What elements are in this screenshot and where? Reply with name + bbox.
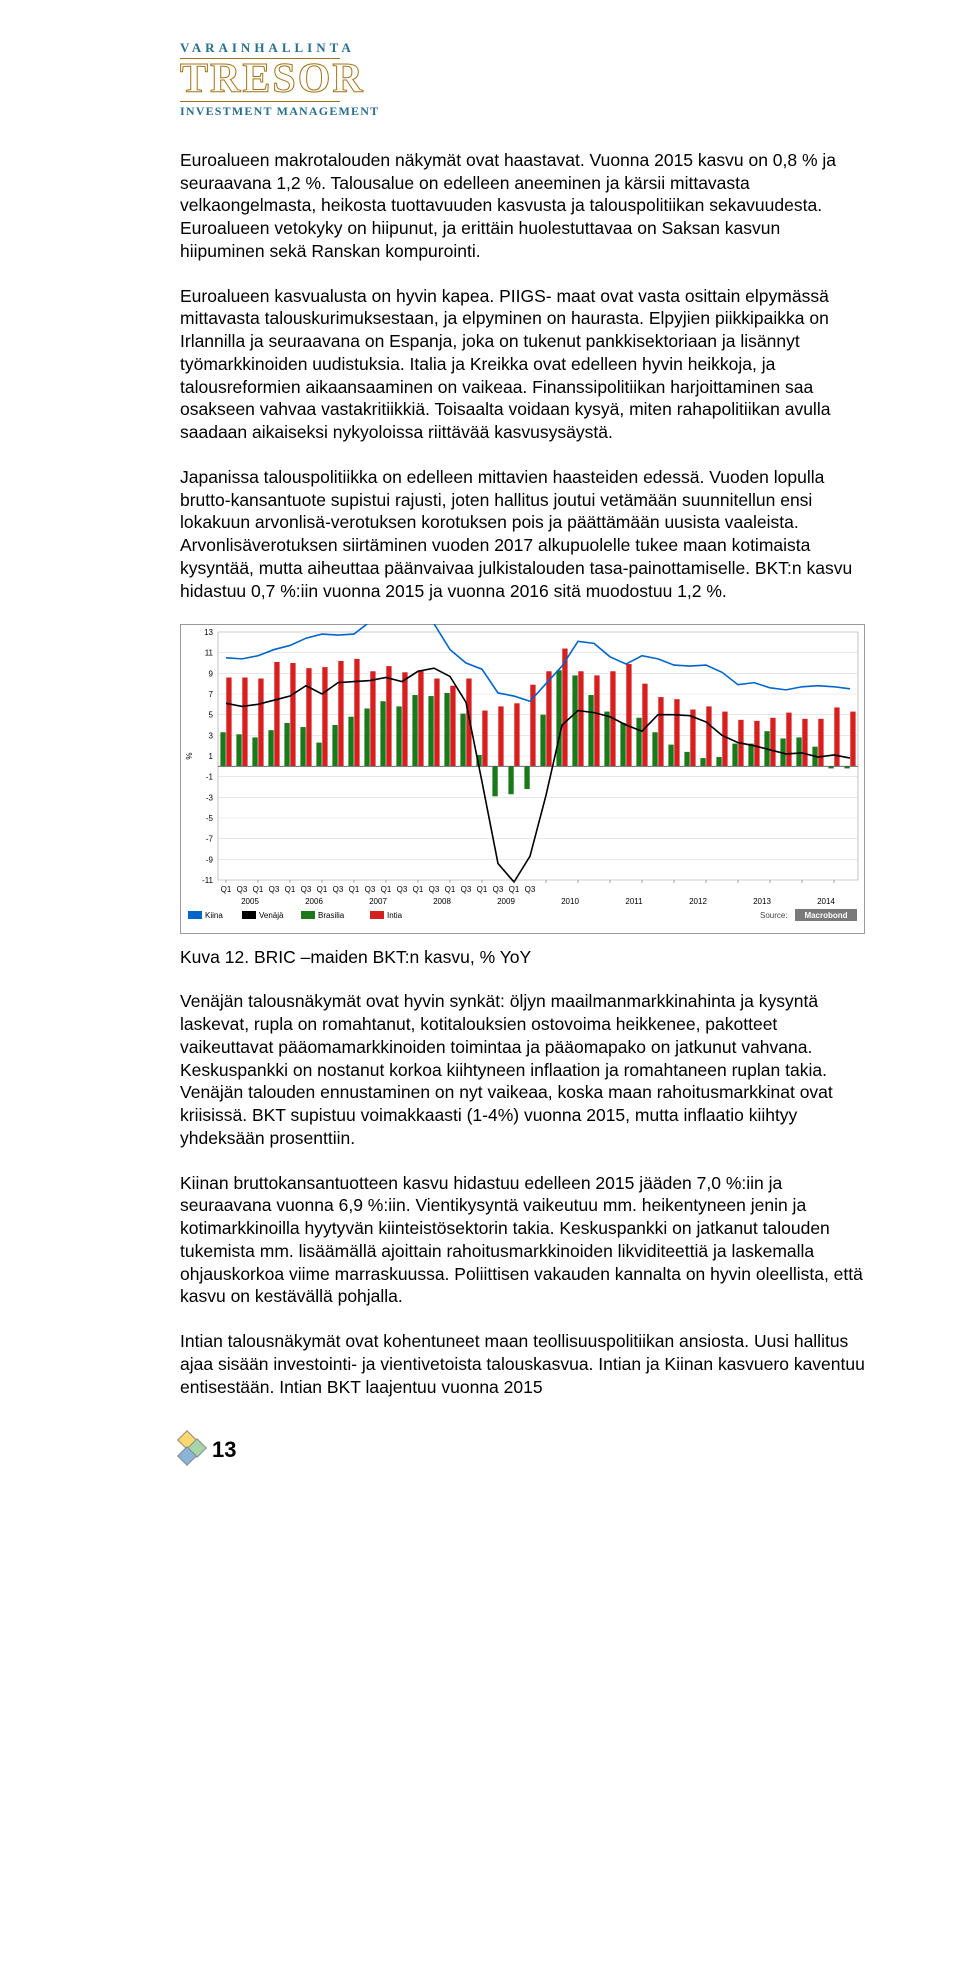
svg-text:Q3: Q3 xyxy=(333,885,344,894)
svg-text:2007: 2007 xyxy=(369,897,387,906)
svg-text:Q1: Q1 xyxy=(445,885,456,894)
svg-text:5: 5 xyxy=(209,711,214,720)
paragraph-1: Euroalueen makrotalouden näkymät ovat ha… xyxy=(180,149,865,263)
svg-text:2005: 2005 xyxy=(241,897,259,906)
svg-text:Q3: Q3 xyxy=(365,885,376,894)
page-number-block: 13 xyxy=(180,1433,865,1467)
brand-logo: VARAINHALLINTA TRESOR INVESTMENT MANAGEM… xyxy=(180,40,865,119)
paragraph-4: Venäjän talousnäkymät ovat hyvin synkät:… xyxy=(180,990,865,1149)
svg-text:Source:: Source: xyxy=(760,911,788,920)
svg-text:Q3: Q3 xyxy=(237,885,248,894)
svg-text:Q1: Q1 xyxy=(317,885,328,894)
svg-text:Q3: Q3 xyxy=(461,885,472,894)
svg-text:2011: 2011 xyxy=(625,897,643,906)
svg-text:11: 11 xyxy=(205,649,214,658)
svg-text:Q1: Q1 xyxy=(477,885,488,894)
svg-text:9: 9 xyxy=(209,670,214,679)
svg-text:2006: 2006 xyxy=(305,897,323,906)
logo-top-text: VARAINHALLINTA xyxy=(180,40,865,56)
svg-text:Venäjä: Venäjä xyxy=(259,911,284,920)
svg-text:Brasilia: Brasilia xyxy=(318,911,345,920)
svg-text:13: 13 xyxy=(204,628,213,637)
svg-text:-7: -7 xyxy=(206,835,214,844)
svg-text:2009: 2009 xyxy=(497,897,515,906)
svg-text:7: 7 xyxy=(209,690,214,699)
svg-text:Q1: Q1 xyxy=(349,885,360,894)
svg-text:-1: -1 xyxy=(206,773,214,782)
page-number: 13 xyxy=(212,1437,236,1463)
svg-text:%: % xyxy=(185,753,194,760)
svg-text:Q3: Q3 xyxy=(429,885,440,894)
paragraph-5: Kiinan bruttokansantuotteen kasvu hidast… xyxy=(180,1172,865,1309)
paragraph-6: Intian talousnäkymät ovat kohentuneet ma… xyxy=(180,1330,865,1398)
svg-text:2010: 2010 xyxy=(561,897,579,906)
svg-text:Q1: Q1 xyxy=(381,885,392,894)
svg-text:Q3: Q3 xyxy=(397,885,408,894)
svg-text:2013: 2013 xyxy=(753,897,771,906)
paragraph-2: Euroalueen kasvualusta on hyvin kapea. P… xyxy=(180,285,865,444)
svg-text:Q3: Q3 xyxy=(525,885,536,894)
svg-text:Q1: Q1 xyxy=(253,885,264,894)
svg-text:-5: -5 xyxy=(206,814,214,823)
svg-text:Q3: Q3 xyxy=(493,885,504,894)
svg-text:Kiina: Kiina xyxy=(205,911,223,920)
svg-text:Q1: Q1 xyxy=(413,885,424,894)
svg-text:2008: 2008 xyxy=(433,897,451,906)
svg-text:2012: 2012 xyxy=(689,897,707,906)
svg-text:-11: -11 xyxy=(202,876,214,885)
logo-bottom-text: INVESTMENT MANAGEMENT xyxy=(180,104,865,119)
paragraph-3: Japanissa talouspolitiikka on edelleen m… xyxy=(180,466,865,603)
bric-gdp-chart: -11-9-7-5-3-1135791113%Q1Q3Q1Q3Q1Q3Q1Q3Q… xyxy=(180,624,865,939)
svg-text:Macrobond: Macrobond xyxy=(804,911,847,920)
svg-text:Q1: Q1 xyxy=(509,885,520,894)
svg-text:-9: -9 xyxy=(206,856,214,865)
svg-text:Q3: Q3 xyxy=(301,885,312,894)
svg-text:Q1: Q1 xyxy=(285,885,296,894)
logo-main-text: TRESOR xyxy=(180,61,865,99)
svg-text:Q3: Q3 xyxy=(269,885,280,894)
svg-text:3: 3 xyxy=(209,732,214,741)
page-ornament-icon xyxy=(180,1433,206,1467)
svg-text:Q1: Q1 xyxy=(221,885,232,894)
svg-text:-3: -3 xyxy=(206,794,214,803)
svg-text:1: 1 xyxy=(209,752,214,761)
chart-caption: Kuva 12. BRIC –maiden BKT:n kasvu, % YoY xyxy=(180,947,865,968)
svg-text:Intia: Intia xyxy=(387,911,403,920)
svg-text:2014: 2014 xyxy=(817,897,835,906)
